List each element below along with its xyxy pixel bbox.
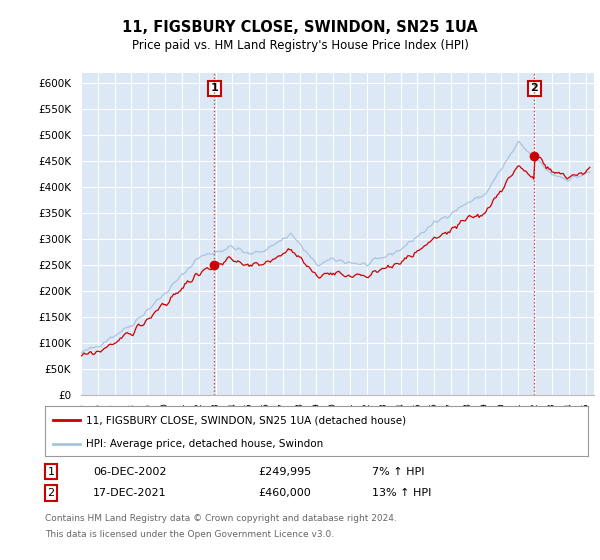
Text: £249,995: £249,995 bbox=[258, 466, 311, 477]
Text: This data is licensed under the Open Government Licence v3.0.: This data is licensed under the Open Gov… bbox=[45, 530, 334, 539]
Text: 7% ↑ HPI: 7% ↑ HPI bbox=[372, 466, 425, 477]
Text: 17-DEC-2021: 17-DEC-2021 bbox=[93, 488, 167, 498]
Text: Contains HM Land Registry data © Crown copyright and database right 2024.: Contains HM Land Registry data © Crown c… bbox=[45, 514, 397, 523]
Text: 06-DEC-2002: 06-DEC-2002 bbox=[93, 466, 167, 477]
Text: 13% ↑ HPI: 13% ↑ HPI bbox=[372, 488, 431, 498]
Text: Price paid vs. HM Land Registry's House Price Index (HPI): Price paid vs. HM Land Registry's House … bbox=[131, 39, 469, 52]
Text: 1: 1 bbox=[47, 466, 55, 477]
Text: 2: 2 bbox=[530, 83, 538, 94]
Text: 11, FIGSBURY CLOSE, SWINDON, SN25 1UA: 11, FIGSBURY CLOSE, SWINDON, SN25 1UA bbox=[122, 20, 478, 35]
Text: 1: 1 bbox=[211, 83, 218, 94]
Text: HPI: Average price, detached house, Swindon: HPI: Average price, detached house, Swin… bbox=[86, 439, 323, 449]
Text: 11, FIGSBURY CLOSE, SWINDON, SN25 1UA (detached house): 11, FIGSBURY CLOSE, SWINDON, SN25 1UA (d… bbox=[86, 415, 406, 425]
Text: 2: 2 bbox=[47, 488, 55, 498]
Text: £460,000: £460,000 bbox=[258, 488, 311, 498]
